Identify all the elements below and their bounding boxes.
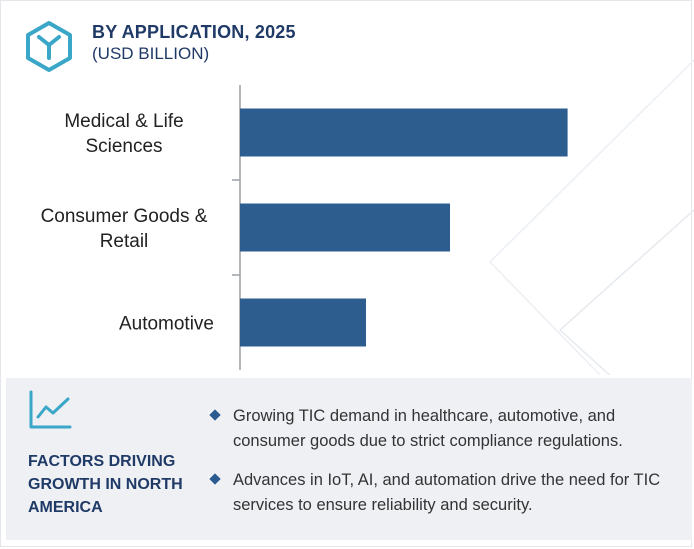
chart-subtitle: (USD BILLION) xyxy=(92,44,210,63)
bar-chart: Medical & Life Sciences Consumer Goods & Re… xyxy=(41,85,568,370)
diamond-bullet-icon xyxy=(209,409,221,421)
factors-panel: FACTORS DRIVING GROWTH IN NORTH AMERICA … xyxy=(6,378,692,540)
factor-list: Growing TIC demand in healthcare, automo… xyxy=(206,404,686,532)
bar xyxy=(240,108,568,157)
category-label: Consumer Goods & Retail xyxy=(41,206,208,252)
factor-text: Growing TIC demand in healthcare, automo… xyxy=(233,407,623,450)
factors-title: FACTORS DRIVING GROWTH IN NORTH AMERICA xyxy=(28,453,183,516)
category-label: Automotive xyxy=(119,314,214,335)
factor-text: Advances in IoT, AI, and automation driv… xyxy=(233,471,661,514)
factor-item: Growing TIC demand in healthcare, automo… xyxy=(206,404,686,454)
factor-item: Advances in IoT, AI, and automation driv… xyxy=(206,468,686,518)
trend-chart-icon xyxy=(29,390,72,429)
diamond-bullet-icon xyxy=(209,473,221,485)
background-decoration xyxy=(488,59,694,375)
bar xyxy=(240,298,366,347)
hexagon-y-logo-icon xyxy=(26,21,72,72)
bar xyxy=(240,203,450,252)
chart-title: BY APPLICATION, 2025 xyxy=(92,22,296,42)
chart-section: BY APPLICATION, 2025 (USD BILLION) Medic… xyxy=(26,21,694,375)
category-label: Medical & Life Sciences xyxy=(64,111,183,157)
